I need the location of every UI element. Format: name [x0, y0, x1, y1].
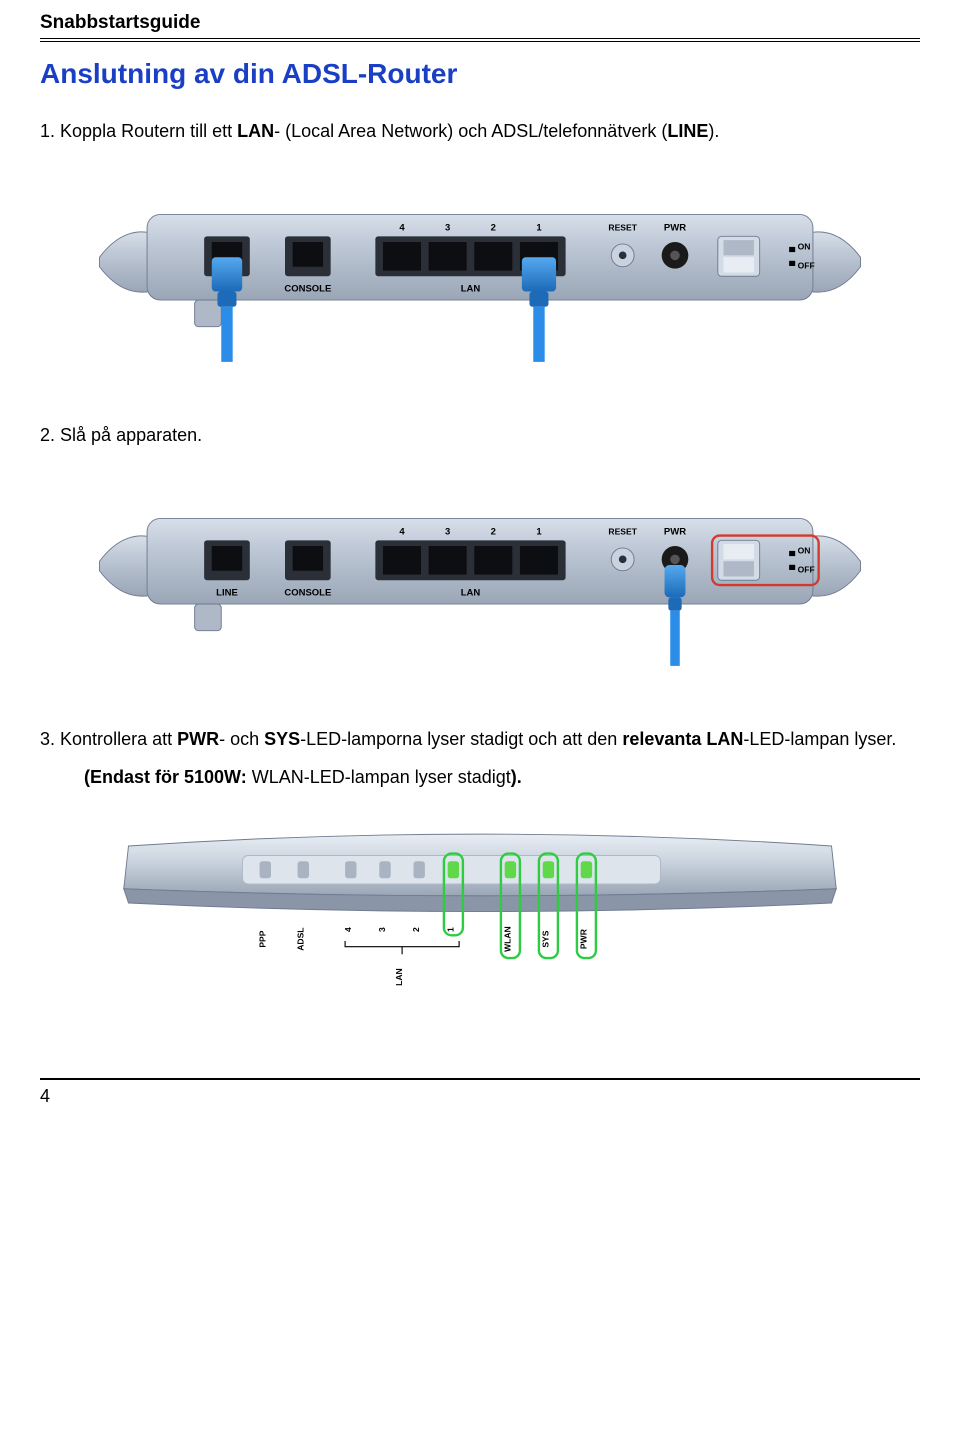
step-2: 2. Slå på apparaten.: [40, 422, 920, 448]
cable-power: [665, 565, 686, 666]
figure-2-router-rear-power: LINE CONSOLE 4 3 2 1 LAN: [40, 466, 920, 666]
svg-text:LAN: LAN: [461, 284, 481, 295]
svg-text:PWR: PWR: [664, 527, 686, 538]
svg-text:WLAN: WLAN: [502, 927, 512, 953]
svg-text:LINE: LINE: [216, 588, 238, 599]
step-3-pwr: PWR: [177, 729, 219, 749]
figure-1-router-rear-cables: LINE CONSOLE 4 3 2 1 LAN: [40, 162, 920, 362]
page-header: Snabbstartsguide: [40, 12, 920, 42]
svg-text:4: 4: [399, 223, 405, 234]
step-1-text-c: - (Local Area Network) och ADSL/telefonn…: [274, 121, 667, 141]
step-3-sys: SYS: [264, 729, 300, 749]
step-1-num: 1.: [40, 121, 55, 141]
step-2-num: 2.: [40, 425, 55, 445]
svg-text:4: 4: [343, 927, 353, 932]
step-3-note-b: WLAN-LED-lampan lyser stadigt: [247, 767, 511, 787]
svg-text:PPP: PPP: [257, 931, 267, 948]
figure-3-router-front-leds: PPP ADSL 4 3 2 1 LAN: [40, 808, 920, 998]
step-1-bold-line: LINE: [667, 121, 708, 141]
step-3: 3. Kontrollera att PWR- och SYS-LED-lamp…: [40, 726, 920, 752]
svg-text:4: 4: [399, 527, 405, 538]
svg-text:▀ OFF: ▀ OFF: [789, 565, 815, 575]
svg-text:▄ ON: ▄ ON: [789, 242, 810, 253]
page-title: Anslutning av din ADSL-Router: [40, 58, 920, 90]
svg-text:2: 2: [491, 223, 496, 234]
svg-text:▀ OFF: ▀ OFF: [789, 261, 815, 271]
svg-text:2: 2: [411, 927, 421, 932]
cable-lan: [522, 257, 556, 362]
step-1: 1. Koppla Routern till ett LAN- (Local A…: [40, 118, 920, 144]
svg-text:LAN: LAN: [461, 588, 481, 599]
svg-text:1: 1: [536, 527, 542, 538]
step-3-g: -LED-lampan lyser.: [743, 729, 896, 749]
svg-text:3: 3: [377, 927, 387, 932]
svg-text:PWR: PWR: [664, 223, 686, 234]
svg-text:3: 3: [445, 223, 450, 234]
svg-text:3: 3: [445, 527, 450, 538]
step-1-bold-lan: LAN: [237, 121, 274, 141]
step-3-lan: relevanta LAN: [622, 729, 743, 749]
svg-text:CONSOLE: CONSOLE: [284, 588, 331, 599]
step-1-text-e: ).: [708, 121, 719, 141]
step-3-a: Kontrollera att: [60, 729, 177, 749]
port-console: CONSOLE: [284, 236, 331, 294]
svg-text:ADSL: ADSL: [295, 928, 305, 951]
step-3-note: (Endast för 5100W: WLAN-LED-lampan lyser…: [40, 764, 920, 790]
svg-text:RESET: RESET: [608, 223, 637, 233]
step-3-e: -LED-lamporna lyser stadigt och att den: [300, 729, 622, 749]
svg-text:CONSOLE: CONSOLE: [284, 284, 331, 295]
step-3-num: 3.: [40, 729, 55, 749]
step-3-note-a: (Endast för 5100W:: [84, 767, 247, 787]
svg-text:1: 1: [536, 223, 542, 234]
step-3-note-c: ).: [511, 767, 522, 787]
page-number: 4: [40, 1086, 920, 1107]
svg-text:2: 2: [491, 527, 496, 538]
svg-text:▄ ON: ▄ ON: [789, 546, 810, 557]
svg-text:SYS: SYS: [540, 931, 550, 948]
step-1-text-a: Koppla Routern till ett: [60, 121, 237, 141]
step-2-text: Slå på apparaten.: [60, 425, 202, 445]
footer-rule: [40, 1078, 920, 1080]
svg-text:1: 1: [445, 927, 455, 932]
svg-text:LAN: LAN: [394, 969, 404, 987]
step-3-c: - och: [219, 729, 264, 749]
svg-text:PWR: PWR: [578, 929, 588, 949]
svg-text:RESET: RESET: [608, 527, 637, 537]
